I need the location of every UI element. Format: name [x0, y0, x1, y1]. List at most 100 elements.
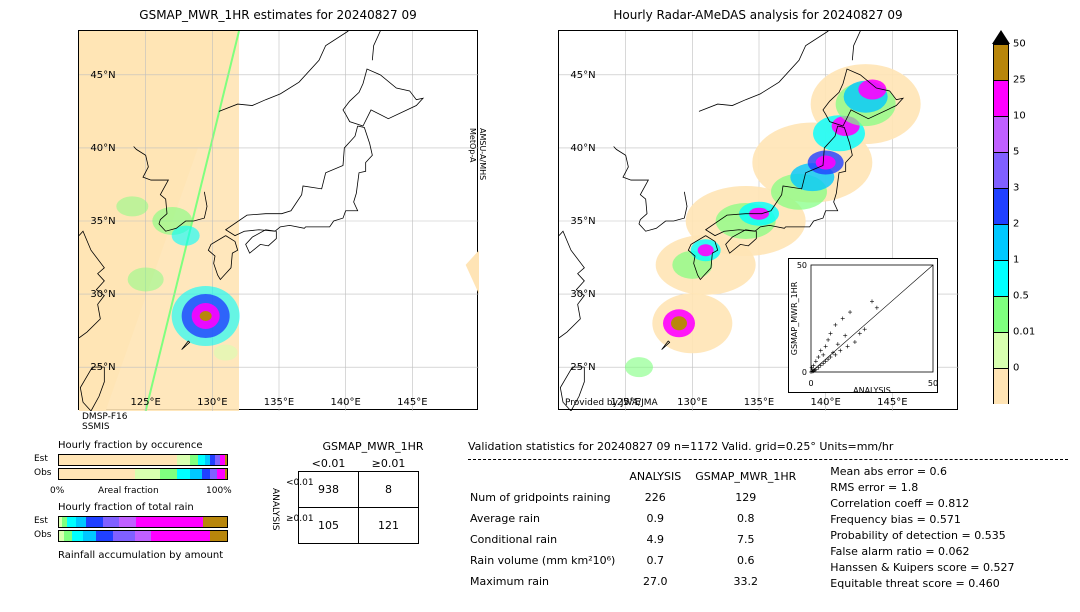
ct-cell: 105 [299, 508, 359, 544]
bar-row-label: Obs [34, 468, 52, 478]
colorbar-segment [993, 332, 1009, 368]
bar-segment [151, 531, 210, 541]
colorbar-tick: 0.01 [1013, 327, 1035, 338]
metric-line: Mean abs error = 0.6 [830, 465, 1014, 478]
svg-text:0: 0 [808, 379, 813, 388]
colorbar-tick: 0 [1013, 363, 1019, 374]
validation-table: ANALYSISGSMAP_MWR_1HRNum of gridpoints r… [468, 465, 810, 593]
bar-segment [103, 517, 120, 527]
svg-text:130°E: 130°E [677, 397, 707, 408]
bar-segment [76, 517, 86, 527]
svg-text:140°E: 140°E [810, 397, 840, 408]
axis-right-100: 100% [206, 486, 232, 496]
metric-line: RMS error = 1.8 [830, 481, 1014, 494]
svg-text:135°E: 135°E [744, 397, 774, 408]
fraction-caption-1: Hourly fraction by occurence [58, 440, 202, 451]
metrics-column: Mean abs error = 0.6RMS error = 1.8Corre… [830, 465, 1014, 593]
svg-text:30°N: 30°N [90, 289, 115, 300]
colorbar-tick: 1 [1013, 255, 1019, 266]
svg-text:40°N: 40°N [570, 143, 595, 154]
colorbar-tick: 5 [1013, 147, 1019, 158]
metric-line: False alarm ratio = 0.062 [830, 545, 1014, 558]
ct-cell: 8 [359, 472, 419, 508]
svg-text:35°N: 35°N [90, 216, 115, 227]
svg-text:25°N: 25°N [90, 362, 115, 373]
svg-text:35°N: 35°N [570, 216, 595, 227]
svg-text:135°E: 135°E [264, 397, 294, 408]
left-footer-1: DMSP-F16 [82, 412, 128, 422]
bar-segment [86, 517, 103, 527]
validation-row: Rain volume (mm km²10⁶)0.70.6 [470, 551, 808, 570]
svg-text:50: 50 [928, 379, 938, 388]
bar-segment [59, 469, 135, 479]
svg-text:GSMAP_MWR_1HR: GSMAP_MWR_1HR [790, 281, 799, 355]
bar-segment [119, 517, 136, 527]
colorbar-segment [993, 368, 1009, 404]
bar-segment [190, 469, 202, 479]
stacked-bar-row [58, 530, 228, 542]
bar-row-label: Est [34, 454, 48, 464]
left-map-panel: 125°E 130°E 135°E 140°E 145°E 25°N 30°N 35°N 40°… [78, 30, 478, 410]
svg-text:40°N: 40°N [90, 143, 115, 154]
bar-segment [72, 531, 82, 541]
scatter-svg: 0 50 0 50 ANALYSIS GSMAP_MWR_1HR [789, 259, 939, 394]
axis-caption: Areal fraction [98, 486, 159, 496]
bar-segment [225, 455, 227, 465]
stacked-bar-row [58, 468, 228, 480]
bar-segment [190, 455, 198, 465]
colorbar-tick: 25 [1013, 75, 1026, 86]
bar-segment [203, 517, 227, 527]
left-side-label-1: MetOp-A [468, 128, 477, 163]
bar-segment [83, 531, 96, 541]
colorbar-tick: 10 [1013, 111, 1026, 122]
contingency-table: <0.01≥0.019388105121 [298, 456, 419, 544]
metric-line: Equitable threat score = 0.460 [830, 577, 1014, 590]
svg-text:ANALYSIS: ANALYSIS [853, 386, 891, 394]
bar-segment [136, 517, 203, 527]
bar-segment [177, 455, 190, 465]
svg-text:25°N: 25°N [570, 362, 595, 373]
left-panel-title: GSMAP_MWR_1HR estimates for 20240827 09 [78, 8, 478, 22]
svg-text:125°E: 125°E [130, 397, 160, 408]
colorbar-tick: 50 [1013, 39, 1026, 50]
svg-text:140°E: 140°E [330, 397, 360, 408]
bar-segment [225, 469, 227, 479]
svg-text:0: 0 [802, 368, 807, 377]
stacked-bar-row [58, 516, 228, 528]
right-panel-title: Hourly Radar-AMeDAS analysis for 2024082… [558, 8, 958, 22]
metric-line: Probability of detection = 0.535 [830, 529, 1014, 542]
bar-segment [96, 531, 113, 541]
colorbar-segment [993, 260, 1009, 296]
svg-text:145°E: 145°E [397, 397, 427, 408]
colorbar-segment [993, 80, 1009, 116]
bar-segment [67, 517, 75, 527]
total-rain-bars: EstObs [58, 516, 228, 544]
validation-row: Maximum rain27.033.2 [470, 572, 808, 591]
colorbar-tick: 3 [1013, 183, 1019, 194]
validation-block: Validation statistics for 20240827 09 n=… [468, 440, 1068, 593]
fraction-caption-3: Rainfall accumulation by amount [58, 550, 223, 561]
svg-text:145°E: 145°E [877, 397, 907, 408]
svg-text:130°E: 130°E [197, 397, 227, 408]
validation-header: Validation statistics for 20240827 09 n=… [468, 440, 1068, 453]
dashed-divider [468, 459, 1068, 460]
colorbar-tick: 2 [1013, 219, 1019, 230]
svg-text:45°N: 45°N [90, 70, 115, 81]
colorbar-arrow-icon [992, 30, 1010, 44]
fraction-caption-2: Hourly fraction of total rain [58, 502, 194, 513]
colorbar-tick: 0.5 [1013, 291, 1029, 302]
stacked-bar-row [58, 454, 228, 466]
left-footer-2: SSMIS [82, 422, 110, 432]
svg-text:50: 50 [797, 261, 807, 270]
colorbar-segment [993, 188, 1009, 224]
figure-root: GSMAP_MWR_1HR estimates for 20240827 09 … [8, 8, 1072, 604]
colorbar-segment [993, 224, 1009, 260]
ct-cell: 121 [359, 508, 419, 544]
svg-text:Provided by JWA/JMA: Provided by JWA/JMA [565, 398, 658, 408]
validation-row: Average rain0.90.8 [470, 509, 808, 528]
bar-segment [113, 531, 135, 541]
scatter-inset: 0 50 0 50 ANALYSIS GSMAP_MWR_1HR [788, 258, 938, 393]
ct-cell: 938 [299, 472, 359, 508]
ct-col-header: GSMAP_MWR_1HR [298, 440, 448, 453]
metric-line: Hanssen & Kuipers score = 0.527 [830, 561, 1014, 574]
